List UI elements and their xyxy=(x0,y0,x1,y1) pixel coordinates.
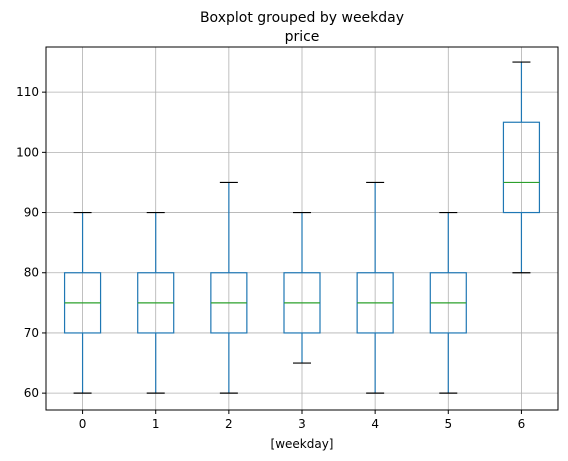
x-tick-label-2: 2 xyxy=(225,417,233,431)
y-tick-label-90: 90 xyxy=(24,206,39,220)
x-axis-label: [weekday] xyxy=(271,437,334,451)
y-tick-label-70: 70 xyxy=(24,326,39,340)
boxes xyxy=(63,61,541,394)
ticks: 0 1 2 3 4 5 6 60 70 80 90 100 110 xyxy=(16,85,525,431)
chart-title: price xyxy=(285,29,320,45)
y-tick-label-110: 110 xyxy=(16,85,39,99)
plot-frame xyxy=(45,46,559,411)
x-tick-label-3: 3 xyxy=(298,417,306,431)
y-tick-label-60: 60 xyxy=(24,386,39,400)
y-tick-label-80: 80 xyxy=(24,266,39,280)
x-tick-label-0: 0 xyxy=(79,417,87,431)
chart-suptitle: Boxplot grouped by weekday xyxy=(200,10,404,26)
y-tick-label-100: 100 xyxy=(16,145,39,159)
x-tick-label-4: 4 xyxy=(371,417,379,431)
box-6 xyxy=(502,121,541,214)
x-tick-label-1: 1 xyxy=(152,417,160,431)
x-tick-label-5: 5 xyxy=(444,417,452,431)
x-tick-label-6: 6 xyxy=(518,417,526,431)
